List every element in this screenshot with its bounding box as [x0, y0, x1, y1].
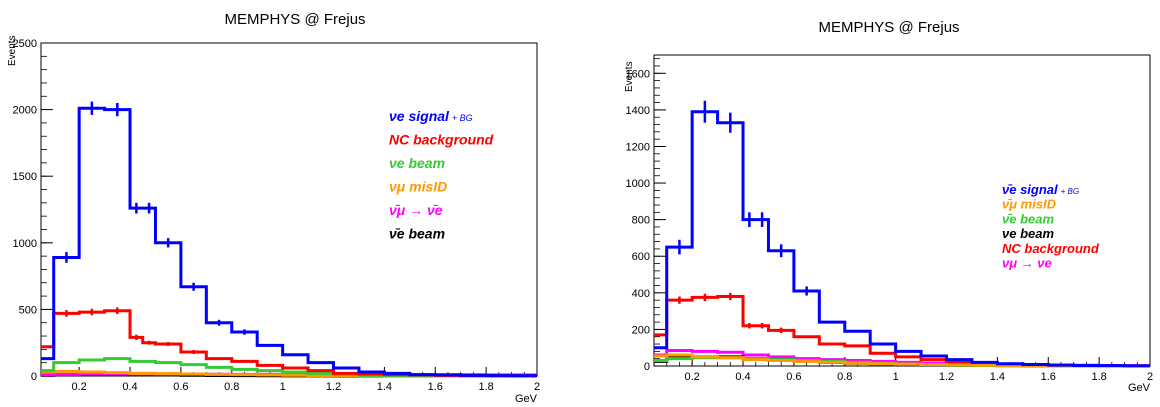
y-tick-label: 1200 — [626, 141, 650, 153]
y-tick-label: 0 — [31, 371, 37, 383]
legend-entry-osc: νμ → νe — [1002, 256, 1052, 271]
legend-entry-anu_beam: ν̄e beam — [389, 226, 445, 242]
y-tick-label: 1400 — [626, 105, 650, 117]
x-tick-label: 1.2 — [326, 381, 341, 393]
legend-suffix: + BG — [1061, 187, 1079, 196]
legend: νe signal + BG NC background νe beam νμ misI… — [389, 108, 494, 242]
legend-entry-nc: NC background — [389, 132, 494, 148]
plot-frame — [40, 42, 538, 377]
axes: 0.2 0.4 0.6 0.8 1 1.2 1.4 1.6 1.8 2 0 500 1000 1500 20… — [13, 38, 541, 393]
x-tick-label: 0.2 — [72, 381, 87, 393]
y-tick-label: 500 — [19, 304, 37, 316]
x-tick-label: 0.4 — [735, 371, 750, 383]
histogram-lines — [654, 100, 1150, 368]
x-tick-label: 0.8 — [224, 381, 239, 393]
legend-entry-numu_misid: νμ misID — [389, 179, 447, 195]
legend-suffix: + BG — [452, 113, 473, 123]
x-tick-label: 0.8 — [837, 371, 852, 383]
histogram-lines — [41, 101, 537, 378]
legend-entry-signal: νe signal + BG — [389, 108, 473, 124]
legend-entry-nc: NC background — [1002, 241, 1100, 256]
x-tick-label: 1.6 — [1041, 371, 1056, 383]
x-axis-label: GeV — [1128, 382, 1151, 394]
y-tick-label: 800 — [632, 215, 650, 227]
histogram-line-nc — [41, 309, 537, 378]
y-tick-label: 0 — [644, 361, 650, 373]
axes: 0.2 0.4 0.6 0.8 1 1.2 1.4 1.6 1.8 2 0 200 400 600 800 1… — [626, 58, 1153, 383]
x-tick-label: 2 — [534, 381, 540, 393]
x-tick-label: 1 — [893, 371, 899, 383]
y-tick-label: 1500 — [13, 171, 37, 183]
x-axis-label: GeV — [515, 393, 538, 405]
x-tick-label: 1.4 — [377, 381, 392, 393]
y-axis-label: Events — [624, 61, 635, 92]
x-tick-label: 0.2 — [685, 371, 700, 383]
legend-entry-nue_beam: νe beam — [389, 155, 445, 171]
x-tick-label: 0.6 — [173, 381, 188, 393]
x-tick-label: 0.6 — [786, 371, 801, 383]
x-tick-label: 2 — [1147, 371, 1153, 383]
x-tick-label: 1 — [280, 381, 286, 393]
chart-title: MEMPHYS @ Frejus — [224, 11, 365, 28]
y-tick-label: 200 — [632, 324, 650, 336]
y-tick-label: 2500 — [13, 38, 37, 50]
x-tick-label: 1.2 — [939, 371, 954, 383]
y-tick-label: 2000 — [13, 105, 37, 117]
y-tick-label: 1600 — [626, 68, 650, 80]
x-tick-label: 1.8 — [1091, 371, 1106, 383]
chart-panel-right: MEMPHYS @ Frejus Events 0.2 0.4 0.6 0.8 1 1.2… — [624, 19, 1153, 394]
y-tick-label: 600 — [632, 251, 650, 263]
chart-panel-left: MEMPHYS @ Frejus Events 0.2 0.4 0.6 0.8 1 1.2… — [7, 11, 540, 405]
x-tick-label: 1.6 — [428, 381, 443, 393]
legend-entry-osc: ν̄μ → ν̄e — [389, 202, 443, 218]
histogram-line-signal — [41, 106, 537, 378]
y-tick-label: 1000 — [626, 178, 650, 190]
x-tick-label: 1.4 — [990, 371, 1005, 383]
legend-entry-numu_misid: ν̄μ misID — [1002, 197, 1057, 212]
x-tick-label: 0.4 — [122, 381, 137, 393]
legend-entry-nue_beam: ν̄e beam — [1002, 211, 1054, 226]
chart-title: MEMPHYS @ Frejus — [818, 19, 959, 36]
legend-entry-signal: ν̄e signal + BG — [1002, 182, 1079, 197]
plot-frame — [653, 54, 1151, 367]
y-tick-label: 400 — [632, 288, 650, 300]
y-tick-label: 1000 — [13, 238, 37, 250]
y-axis-label: Events — [7, 35, 18, 66]
legend-entry-anu_beam: νe beam — [1002, 226, 1054, 241]
x-tick-label: 1.8 — [478, 381, 493, 393]
histogram-line-signal — [654, 110, 1150, 368]
